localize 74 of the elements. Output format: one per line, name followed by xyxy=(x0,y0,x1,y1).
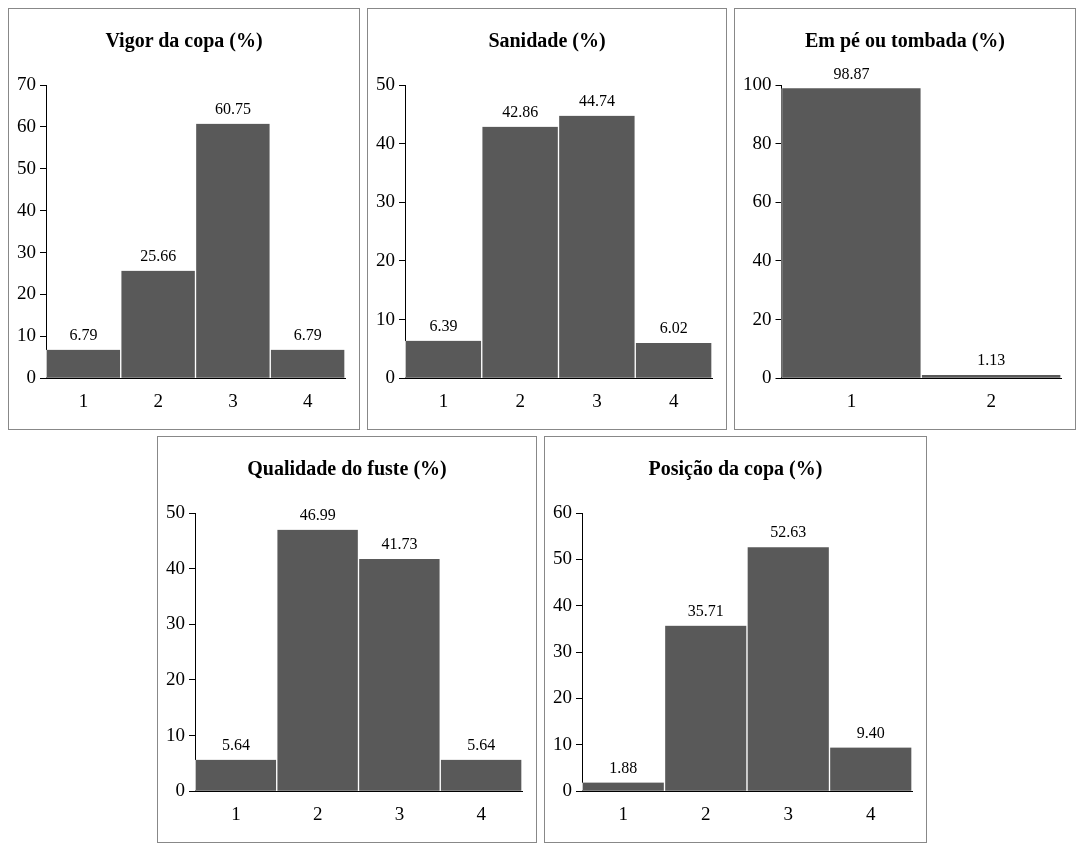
x-tick-label: 2 xyxy=(515,389,525,411)
y-tick-label: 30 xyxy=(376,190,395,212)
y-tick-label: 0 xyxy=(562,779,572,801)
chart-title: Qualidade do fuste (%) xyxy=(246,456,448,482)
data-label: 6.02 xyxy=(659,319,688,337)
y-tick-label: 70 xyxy=(17,72,36,94)
data-label: 44.74 xyxy=(578,92,615,110)
y-tick-label: 0 xyxy=(26,366,36,388)
chart-title: Vigor da copa (%) xyxy=(104,28,264,54)
x-tick-label: 4 xyxy=(476,802,487,824)
y-tick-label: 40 xyxy=(553,593,572,615)
x-tick-label: 4 xyxy=(302,389,313,411)
chart-title: Em pé ou tombada (%) xyxy=(804,28,1006,54)
y-tick-label: 40 xyxy=(752,248,772,270)
x-tick-label: 1 xyxy=(438,389,449,411)
x-tick-label: 3 xyxy=(783,802,793,824)
y-tick-label: 10 xyxy=(17,324,36,346)
y-tick-label: 10 xyxy=(376,307,395,329)
data-label: 60.75 xyxy=(214,99,251,117)
y-tick-label: 50 xyxy=(166,500,185,522)
data-label: 6.79 xyxy=(293,325,322,343)
y-tick-label: 0 xyxy=(762,366,772,388)
x-tick-label: 2 xyxy=(986,389,996,411)
x-tick-label: 1 xyxy=(231,802,241,824)
y-tick-label: 60 xyxy=(553,500,572,522)
y-tick-label: 40 xyxy=(376,131,395,153)
data-label: 35.71 xyxy=(687,601,724,619)
data-label: 52.63 xyxy=(770,523,807,541)
y-tick-label: 10 xyxy=(166,723,185,745)
y-tick-label: 20 xyxy=(166,667,185,689)
y-tick-label: 100 xyxy=(743,72,772,94)
data-label: 46.99 xyxy=(299,505,336,523)
y-tick-label: 60 xyxy=(752,190,772,212)
y-tick-label: 20 xyxy=(752,307,772,329)
y-tick-label: 20 xyxy=(553,686,572,708)
y-tick-label: 50 xyxy=(17,156,36,178)
x-tick-label: 3 xyxy=(228,389,238,411)
data-label: 42.86 xyxy=(502,103,539,121)
data-label: 5.64 xyxy=(467,736,496,754)
y-tick-label: 0 xyxy=(175,779,185,801)
data-label: 5.64 xyxy=(221,736,250,754)
y-tick-label: 40 xyxy=(17,198,36,220)
y-tick-label: 10 xyxy=(553,732,572,754)
chart-title: Posição da copa (%) xyxy=(647,456,824,482)
data-label: 1.88 xyxy=(609,758,638,776)
x-tick-label: 4 xyxy=(668,389,679,411)
y-tick-label: 0 xyxy=(385,366,395,388)
y-tick-label: 50 xyxy=(553,547,572,569)
x-tick-label: 3 xyxy=(394,802,405,824)
y-tick-label: 60 xyxy=(17,114,36,136)
y-tick-label: 40 xyxy=(166,556,185,578)
y-tick-label: 20 xyxy=(17,282,36,304)
y-tick-label: 30 xyxy=(166,612,185,634)
y-tick-label: 50 xyxy=(376,72,395,94)
x-tick-label: 3 xyxy=(592,389,602,411)
y-tick-label: 80 xyxy=(752,131,772,153)
data-label: 6.39 xyxy=(429,316,458,334)
x-tick-label: 2 xyxy=(153,389,163,411)
chart-title: Sanidade (%) xyxy=(487,28,607,53)
data-label: 9.40 xyxy=(856,723,885,741)
data-label: 25.66 xyxy=(140,246,177,264)
data-label: 6.79 xyxy=(69,325,98,343)
y-tick-label: 30 xyxy=(553,640,572,662)
y-tick-label: 30 xyxy=(17,240,36,262)
x-tick-label: 1 xyxy=(846,389,857,411)
data-label: 1.13 xyxy=(977,351,1006,369)
x-tick-label: 2 xyxy=(312,802,323,824)
data-label: 41.73 xyxy=(381,535,418,553)
data-label: 98.87 xyxy=(833,64,870,82)
x-tick-label: 2 xyxy=(701,802,711,824)
x-tick-label: 4 xyxy=(866,802,876,824)
y-tick-label: 20 xyxy=(376,248,395,270)
x-tick-label: 1 xyxy=(618,802,628,824)
x-tick-label: 1 xyxy=(78,389,89,411)
